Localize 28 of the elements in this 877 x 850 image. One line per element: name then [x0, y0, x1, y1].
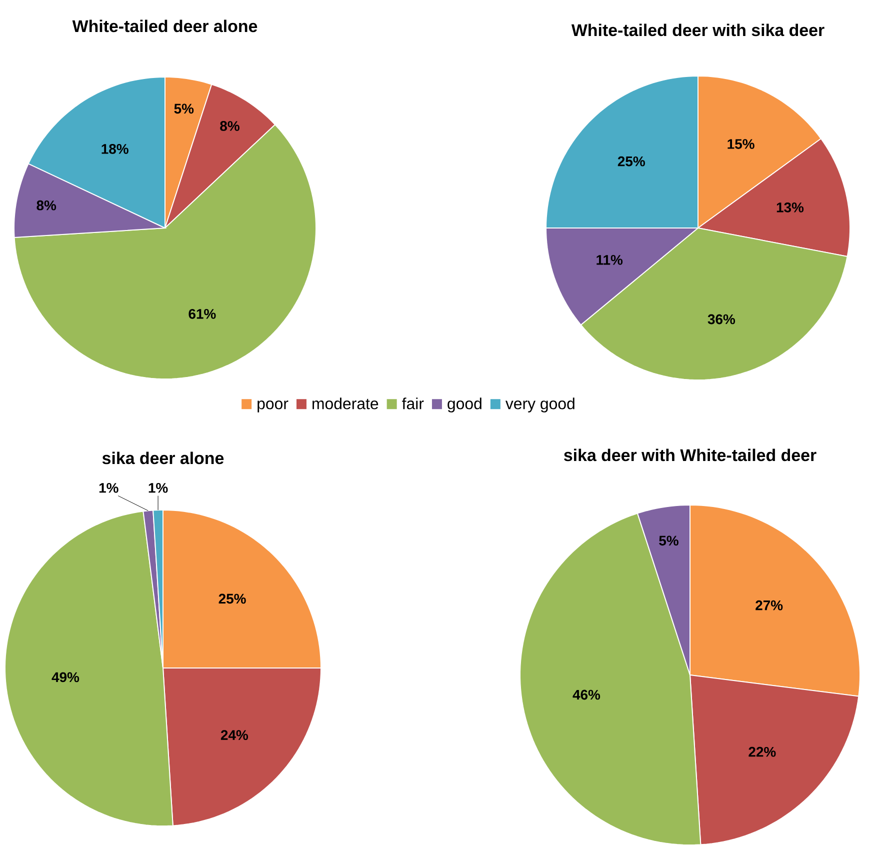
chart-title: sika deer alone: [102, 452, 224, 464]
legend-label: good: [448, 398, 482, 412]
data-label: 15%: [728, 139, 754, 149]
data-label: 25%: [618, 156, 645, 166]
legend-label: fair: [402, 398, 424, 410]
data-label: 8%: [220, 121, 240, 131]
legend-label: moderate: [312, 398, 378, 410]
data-label: 27%: [756, 600, 783, 610]
data-label: 11%: [596, 255, 623, 265]
chart-title: sika deer with White-tailed deer: [564, 448, 816, 462]
data-label: 36%: [708, 314, 736, 324]
chart-title: White-tailed deer with sika deer: [571, 24, 824, 36]
data-label: 1%: [148, 482, 168, 493]
chart-title: White-tailed deer alone: [72, 20, 258, 32]
data-label: 18%: [102, 144, 128, 154]
data-label: 13%: [776, 202, 804, 212]
data-label: 5%: [659, 536, 678, 546]
data-label: 49%: [52, 672, 80, 682]
data-label: 5%: [174, 104, 194, 114]
data-label: 24%: [220, 730, 248, 740]
data-label: 22%: [748, 746, 776, 757]
data-label: 46%: [572, 690, 600, 700]
data-label: 8%: [36, 200, 56, 210]
legend-label: poor: [258, 400, 288, 412]
data-label: 61%: [188, 308, 216, 319]
data-label: 1%: [99, 482, 118, 493]
data-label: 25%: [218, 594, 246, 604]
legend-label: very good: [505, 398, 574, 412]
